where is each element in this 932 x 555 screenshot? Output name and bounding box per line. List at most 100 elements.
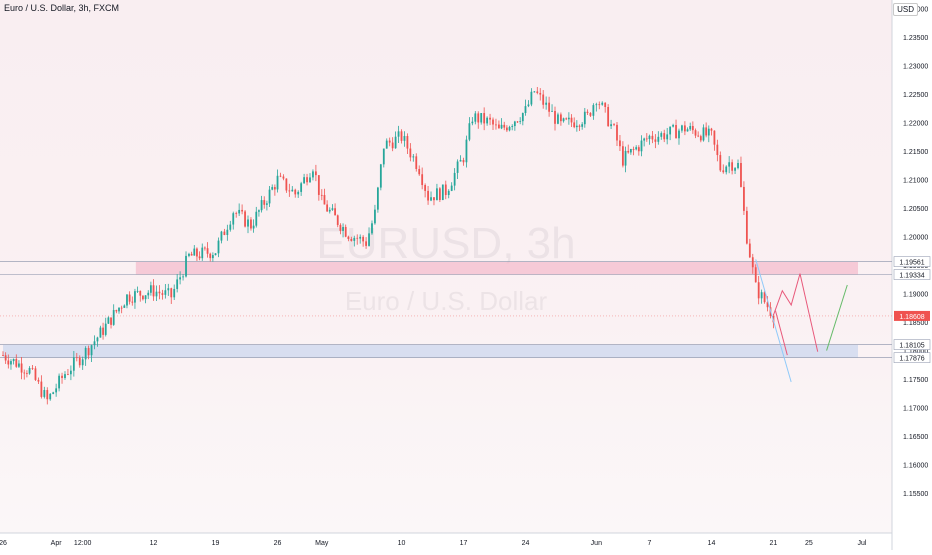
candle-body [554, 110, 556, 124]
candle-body [75, 357, 78, 359]
candle [666, 127, 669, 145]
candle-body [339, 224, 342, 231]
candle [465, 135, 468, 168]
candle [315, 164, 317, 182]
y-tick-label: 1.20500 [903, 206, 928, 213]
candle-body [766, 302, 769, 308]
candle [629, 148, 632, 155]
candle [258, 209, 260, 217]
candle-body [93, 341, 96, 346]
candle-body [344, 226, 347, 237]
candle [188, 252, 190, 258]
candle-body [40, 381, 43, 397]
candle [350, 236, 353, 242]
candle-body [223, 231, 226, 235]
candle [52, 391, 55, 395]
candle [112, 304, 115, 326]
candle [87, 345, 90, 360]
candle [147, 290, 150, 300]
candle [72, 350, 75, 377]
candle-body [592, 105, 595, 116]
candle-body [740, 163, 742, 187]
candle [456, 159, 459, 179]
candle [323, 188, 326, 205]
candle [356, 234, 359, 245]
candle-body [265, 203, 268, 205]
x-tick-label: 24 [522, 540, 530, 547]
candle [495, 118, 497, 130]
candle-body [136, 290, 139, 292]
candle [554, 106, 556, 131]
candle-body [110, 317, 112, 325]
candle [511, 124, 514, 131]
candle [371, 220, 373, 235]
candle [84, 346, 87, 366]
candle [294, 188, 297, 198]
candle-body [365, 241, 367, 246]
candle-body [294, 189, 297, 195]
candle [149, 281, 152, 296]
candle-body [521, 113, 524, 122]
candle [134, 288, 136, 309]
candle [519, 117, 522, 125]
candle-body [621, 146, 624, 166]
candle-body [123, 305, 126, 308]
candle [645, 133, 648, 142]
candle-body [748, 243, 751, 258]
candle-body [31, 367, 34, 369]
candle-body [406, 136, 409, 149]
y-tick-label: 1.18500 [903, 320, 928, 327]
candle-body [560, 114, 562, 122]
candle [347, 235, 350, 242]
zone-rect [135, 261, 858, 275]
candle [651, 131, 654, 144]
candle [648, 134, 651, 145]
candle-body [326, 204, 329, 212]
candle-body [447, 190, 450, 196]
candle-body [374, 209, 376, 224]
candle [90, 344, 93, 363]
candle-body [613, 124, 615, 126]
candle [247, 215, 249, 234]
candle [31, 364, 34, 370]
candle [441, 184, 444, 201]
candle-body [412, 156, 415, 158]
candle-body [683, 125, 686, 132]
x-tick-label: 17 [460, 540, 468, 547]
candle-body [536, 91, 539, 93]
candle-body [409, 148, 412, 158]
x-tick-label: 26 [274, 540, 282, 547]
candle [206, 242, 209, 258]
currency-badge[interactable]: USD [893, 3, 918, 16]
candle [368, 227, 370, 247]
candle [595, 102, 598, 112]
x-tick-label: 25 [805, 540, 813, 547]
candle-body [297, 191, 300, 195]
candle-body [610, 124, 612, 127]
candle-body [67, 374, 69, 375]
x-tick-label: 12 [150, 540, 158, 547]
candle [486, 116, 489, 126]
candle-body [391, 142, 394, 149]
candle-body [69, 370, 72, 375]
x-tick-label: 19 [212, 540, 220, 547]
candle [450, 182, 453, 192]
candle [250, 217, 252, 231]
candle-body [96, 337, 99, 342]
candle [710, 127, 713, 136]
candle-body [185, 255, 187, 277]
candle-body [379, 164, 382, 188]
candle [521, 112, 524, 126]
candle [562, 117, 565, 123]
candle-body [385, 140, 388, 149]
candle-body [418, 168, 421, 175]
candle-body [131, 301, 134, 303]
candle [136, 286, 139, 294]
candle-body [334, 208, 336, 216]
candle-body [669, 126, 672, 135]
watermark-name: Euro / U.S. Dollar [345, 286, 548, 316]
candle [46, 387, 49, 405]
candle-body [90, 345, 93, 356]
